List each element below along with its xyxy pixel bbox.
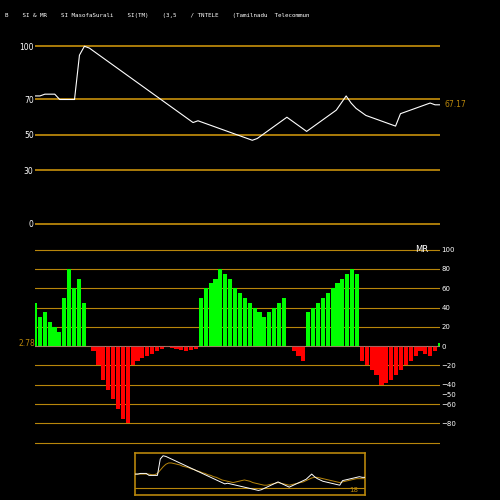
Bar [160,346,164,349]
Bar [277,302,281,346]
Bar [408,346,413,360]
Bar [302,346,306,360]
Bar [145,346,150,356]
Bar [404,346,408,366]
Bar [136,346,140,360]
Bar [184,346,188,351]
Bar [164,346,169,347]
Bar [130,346,134,366]
Bar [238,293,242,346]
Bar [199,298,203,346]
Bar [326,293,330,346]
Bar [282,298,286,346]
Bar [92,346,96,351]
Bar [62,298,66,346]
Bar [189,346,193,350]
Bar [38,317,42,346]
Bar [336,284,340,346]
Bar [306,312,310,346]
Bar [267,312,272,346]
Bar [418,346,422,351]
Bar [96,346,100,366]
Bar [399,346,403,370]
Bar [111,346,115,399]
Bar [101,346,105,380]
Bar [345,274,350,346]
Bar [67,269,71,346]
Bar [272,308,276,346]
Bar [355,274,359,346]
Bar [155,346,159,351]
Bar [414,346,418,356]
Bar [316,302,320,346]
Bar [374,346,378,375]
Text: B    SI & MR    SI MasofaSurali    SI(TM)    (3,5    / TNTELE    (Tamilnadu  Tel: B SI & MR SI MasofaSurali SI(TM) (3,5 / … [5,12,310,18]
Text: MR: MR [414,245,428,254]
Bar [58,332,62,346]
Bar [42,312,47,346]
Bar [252,308,256,346]
Bar [233,288,237,346]
Bar [389,346,394,380]
Bar [258,312,262,346]
Bar [214,278,218,346]
Bar [330,288,334,346]
Bar [218,269,222,346]
Bar [106,346,110,390]
Bar [438,344,442,346]
Bar [223,274,228,346]
Bar [194,346,198,349]
Bar [174,346,178,349]
Bar [350,269,354,346]
Bar [311,308,315,346]
Bar [170,346,173,348]
Bar [364,346,369,366]
Bar [150,346,154,354]
Bar [424,346,428,354]
Bar [208,284,212,346]
Bar [384,346,388,383]
Bar [204,288,208,346]
Bar [48,322,52,346]
Bar [262,317,266,346]
Text: 2.78: 2.78 [19,339,36,348]
Bar [72,288,76,346]
Bar [116,346,120,409]
Bar [126,346,130,424]
Bar [394,346,398,375]
Bar [52,327,56,346]
Bar [433,346,437,351]
Bar [428,346,432,356]
Bar [360,346,364,360]
Bar [248,302,252,346]
Bar [140,346,144,358]
Bar [380,346,384,385]
Bar [121,346,125,418]
Bar [33,302,37,346]
Bar [370,346,374,370]
Text: 18: 18 [349,487,358,493]
Bar [242,298,247,346]
Bar [292,346,296,351]
Bar [321,298,325,346]
Bar [77,278,81,346]
Bar [340,278,344,346]
Bar [180,346,184,350]
Bar [228,278,232,346]
Text: 67.17: 67.17 [444,100,466,110]
Bar [82,302,86,346]
Bar [296,346,300,356]
